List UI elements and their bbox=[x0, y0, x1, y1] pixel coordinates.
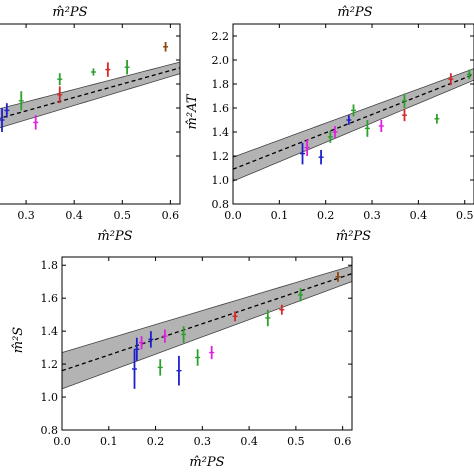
data-point bbox=[401, 93, 407, 108]
plot-area bbox=[0, 42, 180, 132]
fit-error-band bbox=[62, 265, 352, 390]
x-tick-label: 0.3 bbox=[17, 209, 35, 222]
x-tick-label: 0.2 bbox=[317, 209, 335, 222]
data-point bbox=[162, 329, 168, 343]
data-point bbox=[364, 120, 370, 137]
data-point bbox=[378, 120, 384, 132]
data-point bbox=[265, 309, 271, 327]
data-point bbox=[134, 337, 140, 361]
data-point bbox=[346, 115, 352, 125]
data-point bbox=[124, 60, 130, 75]
x-tick-label: 0.3 bbox=[194, 435, 212, 448]
y-tick-label: 1.4 bbox=[41, 325, 59, 338]
y-axis-label: m̂²AT bbox=[185, 93, 200, 129]
x-tick-label: 0.5 bbox=[287, 435, 305, 448]
data-point bbox=[304, 139, 310, 156]
axes-frame bbox=[232, 23, 474, 205]
y-tick-label: 1.2 bbox=[41, 358, 59, 371]
fit-error-band bbox=[233, 68, 474, 182]
fit-line bbox=[62, 273, 352, 372]
data-point bbox=[332, 126, 338, 138]
data-point bbox=[57, 86, 63, 104]
data-point bbox=[176, 355, 182, 386]
data-point bbox=[4, 103, 10, 118]
data-point bbox=[139, 336, 145, 350]
y-tick-label: 2.0 bbox=[212, 54, 230, 67]
y-tick-label: 1.8 bbox=[41, 259, 59, 272]
x-tick-label: 0.6 bbox=[162, 209, 180, 222]
y-tick-label: 0.8 bbox=[212, 198, 230, 211]
x-tick-label: 0.4 bbox=[65, 209, 83, 222]
data-point bbox=[232, 311, 238, 322]
plot-area bbox=[233, 68, 474, 182]
fit-line bbox=[0, 67, 180, 119]
x-tick-label: 0.5 bbox=[114, 209, 132, 222]
x-tick-label: 0.3 bbox=[363, 209, 381, 222]
x-tick-label: 0.4 bbox=[410, 209, 428, 222]
data-point bbox=[209, 345, 215, 360]
data-point bbox=[318, 150, 324, 165]
y-tick-label: 2.2 bbox=[212, 30, 230, 43]
x-tick-label: 0.1 bbox=[100, 435, 118, 448]
x-axis-label: m̂²PS bbox=[189, 455, 224, 470]
data-point bbox=[300, 142, 306, 165]
data-point bbox=[327, 130, 333, 143]
data-point bbox=[33, 115, 39, 130]
fit-error-band bbox=[0, 61, 180, 129]
x-axis-label: m̂²PS bbox=[97, 229, 132, 244]
y-tick-label: 1.4 bbox=[212, 126, 230, 139]
data-point bbox=[132, 349, 137, 389]
x-tick-label: 0.0 bbox=[53, 435, 71, 448]
data-point bbox=[57, 73, 63, 86]
axes-frame bbox=[61, 256, 353, 431]
data-point bbox=[18, 91, 24, 111]
top-right-title: m̂²PS bbox=[337, 5, 372, 20]
data-point bbox=[434, 114, 440, 124]
panel-bottom: 0.0 0.1 0.2 0.3 0.4 0.5 0.6 0.8 1.0 1.2 1.4 1.6 1.8 m… bbox=[11, 256, 353, 470]
y-tick-label: 0.8 bbox=[41, 424, 59, 437]
data-point bbox=[148, 331, 154, 348]
x-axis-label: m̂²PS bbox=[336, 229, 371, 244]
y-tick-label: 1.8 bbox=[212, 78, 230, 91]
y-tick-label: 1.6 bbox=[41, 292, 59, 305]
x-tick-label: 0.0 bbox=[224, 209, 242, 222]
plot-area bbox=[62, 265, 352, 390]
fit-line bbox=[233, 73, 474, 170]
data-point bbox=[401, 109, 407, 122]
data-point bbox=[0, 108, 5, 132]
top-left-title: m̂²PS bbox=[52, 5, 87, 20]
x-tick-label: 0.6 bbox=[334, 435, 352, 448]
data-point bbox=[351, 104, 356, 117]
y-tick-label: 1.6 bbox=[212, 102, 230, 115]
data-point bbox=[195, 349, 201, 366]
data-point bbox=[90, 68, 96, 76]
x-tick-label: 0.5 bbox=[456, 209, 474, 222]
data-point bbox=[448, 73, 454, 86]
panel-top-right: 0.0 0.1 0.2 0.3 0.4 0.5 0.8 1.0 1.2 1.4 1.6 1.8 2.0 2… bbox=[185, 23, 474, 244]
y-tick-label: 1.0 bbox=[212, 174, 230, 187]
data-point bbox=[466, 69, 472, 80]
data-point bbox=[181, 326, 187, 343]
axes-frame bbox=[0, 23, 181, 205]
y-tick-label: 1.2 bbox=[212, 150, 230, 163]
data-point bbox=[335, 271, 341, 282]
y-axis-label: m̂²S bbox=[11, 327, 26, 354]
data-point bbox=[105, 62, 111, 77]
x-tick-label: 0.2 bbox=[147, 435, 165, 448]
x-tick-label: 0.1 bbox=[271, 209, 289, 222]
data-point bbox=[163, 42, 169, 52]
y-tick-label: 1.0 bbox=[41, 391, 59, 404]
x-tick-label: 0.4 bbox=[240, 435, 258, 448]
data-point bbox=[157, 359, 163, 376]
data-point bbox=[279, 304, 285, 315]
data-point bbox=[298, 288, 304, 302]
panel-top-left: 0.3 0.4 0.5 0.6 m̂²PS bbox=[0, 23, 181, 244]
